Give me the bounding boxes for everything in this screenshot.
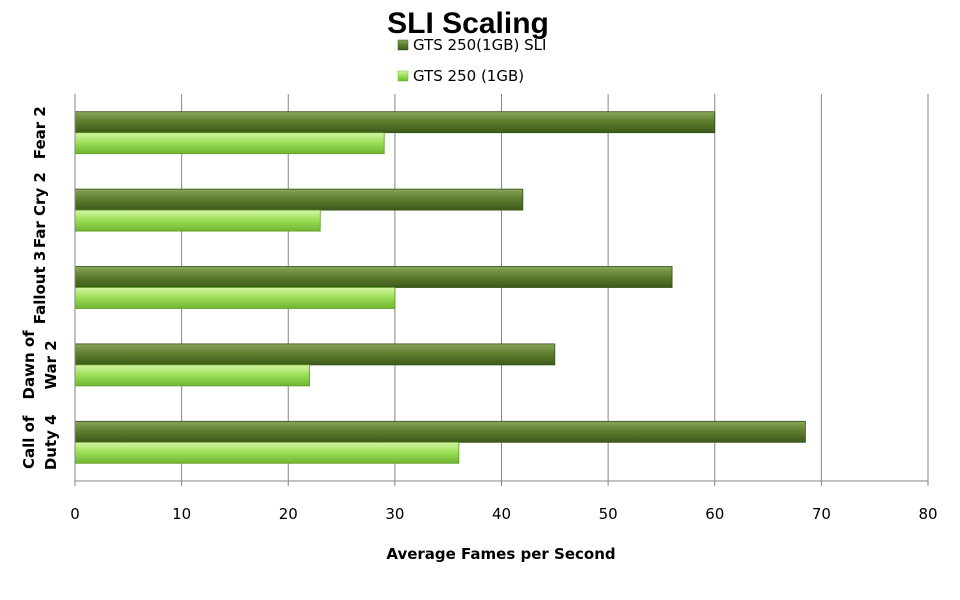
bar-single xyxy=(74,364,310,387)
bar-single xyxy=(74,287,396,309)
bar-sli xyxy=(74,343,556,366)
x-tick-label: 40 xyxy=(492,505,511,523)
bar-sli xyxy=(74,188,524,211)
bar-single xyxy=(74,132,385,155)
category-label-line: Far Cry 2 xyxy=(31,172,49,248)
legend-label-single: GTS 250 (1GB) xyxy=(413,67,524,85)
category-label: Fallout 3 xyxy=(31,251,49,325)
x-tick-label: 0 xyxy=(70,505,80,523)
x-tick-label: 50 xyxy=(599,505,618,523)
legend-label-sli: GTS 250(1GB) SLI xyxy=(413,36,546,54)
x-tick-label: 70 xyxy=(812,505,831,523)
legend-swatch-single xyxy=(397,70,409,82)
bar-sli xyxy=(74,266,673,288)
x-axis-label: Average Fames per Second xyxy=(386,545,615,563)
bar-sli xyxy=(74,420,806,443)
x-tick-label: 30 xyxy=(385,505,404,523)
x-tick-label: 80 xyxy=(918,505,937,523)
category-label-line: Dawn of xyxy=(20,330,38,400)
x-tick-label: 10 xyxy=(172,505,191,523)
category-label-line: Duty 4 xyxy=(42,414,60,470)
category-label-line: Call of xyxy=(20,415,38,469)
category-label: Call of Duty 4 xyxy=(20,414,60,470)
legend-item-sli: GTS 250(1GB) SLI xyxy=(397,36,546,54)
bar-single xyxy=(74,209,321,232)
legend-item-single: GTS 250 (1GB) xyxy=(397,67,524,85)
x-tick-label: 60 xyxy=(705,505,724,523)
legend: GTS 250(1GB) SLI GTS 250 (1GB) xyxy=(397,36,546,85)
category-label: Far Cry 2 xyxy=(31,172,49,248)
legend-swatch-sli xyxy=(397,39,409,51)
category-label-line: Fear 2 xyxy=(31,106,49,159)
x-tick-labels: 0 10 20 30 40 50 60 70 80 xyxy=(70,505,937,523)
x-tick-label: 20 xyxy=(279,505,298,523)
chart-title: SLI Scaling xyxy=(387,7,549,40)
bars xyxy=(74,111,806,464)
category-label-line: War 2 xyxy=(42,340,60,389)
category-label: Fear 2 xyxy=(31,106,49,159)
category-label-line: Fallout 3 xyxy=(31,251,49,325)
category-label: Dawn of War 2 xyxy=(20,330,60,400)
category-labels: Fear 2 Far Cry 2 Fallout 3 Dawn of War 2 Call… xyxy=(20,106,60,470)
bar-single xyxy=(74,441,460,464)
bar-sli xyxy=(74,111,716,134)
